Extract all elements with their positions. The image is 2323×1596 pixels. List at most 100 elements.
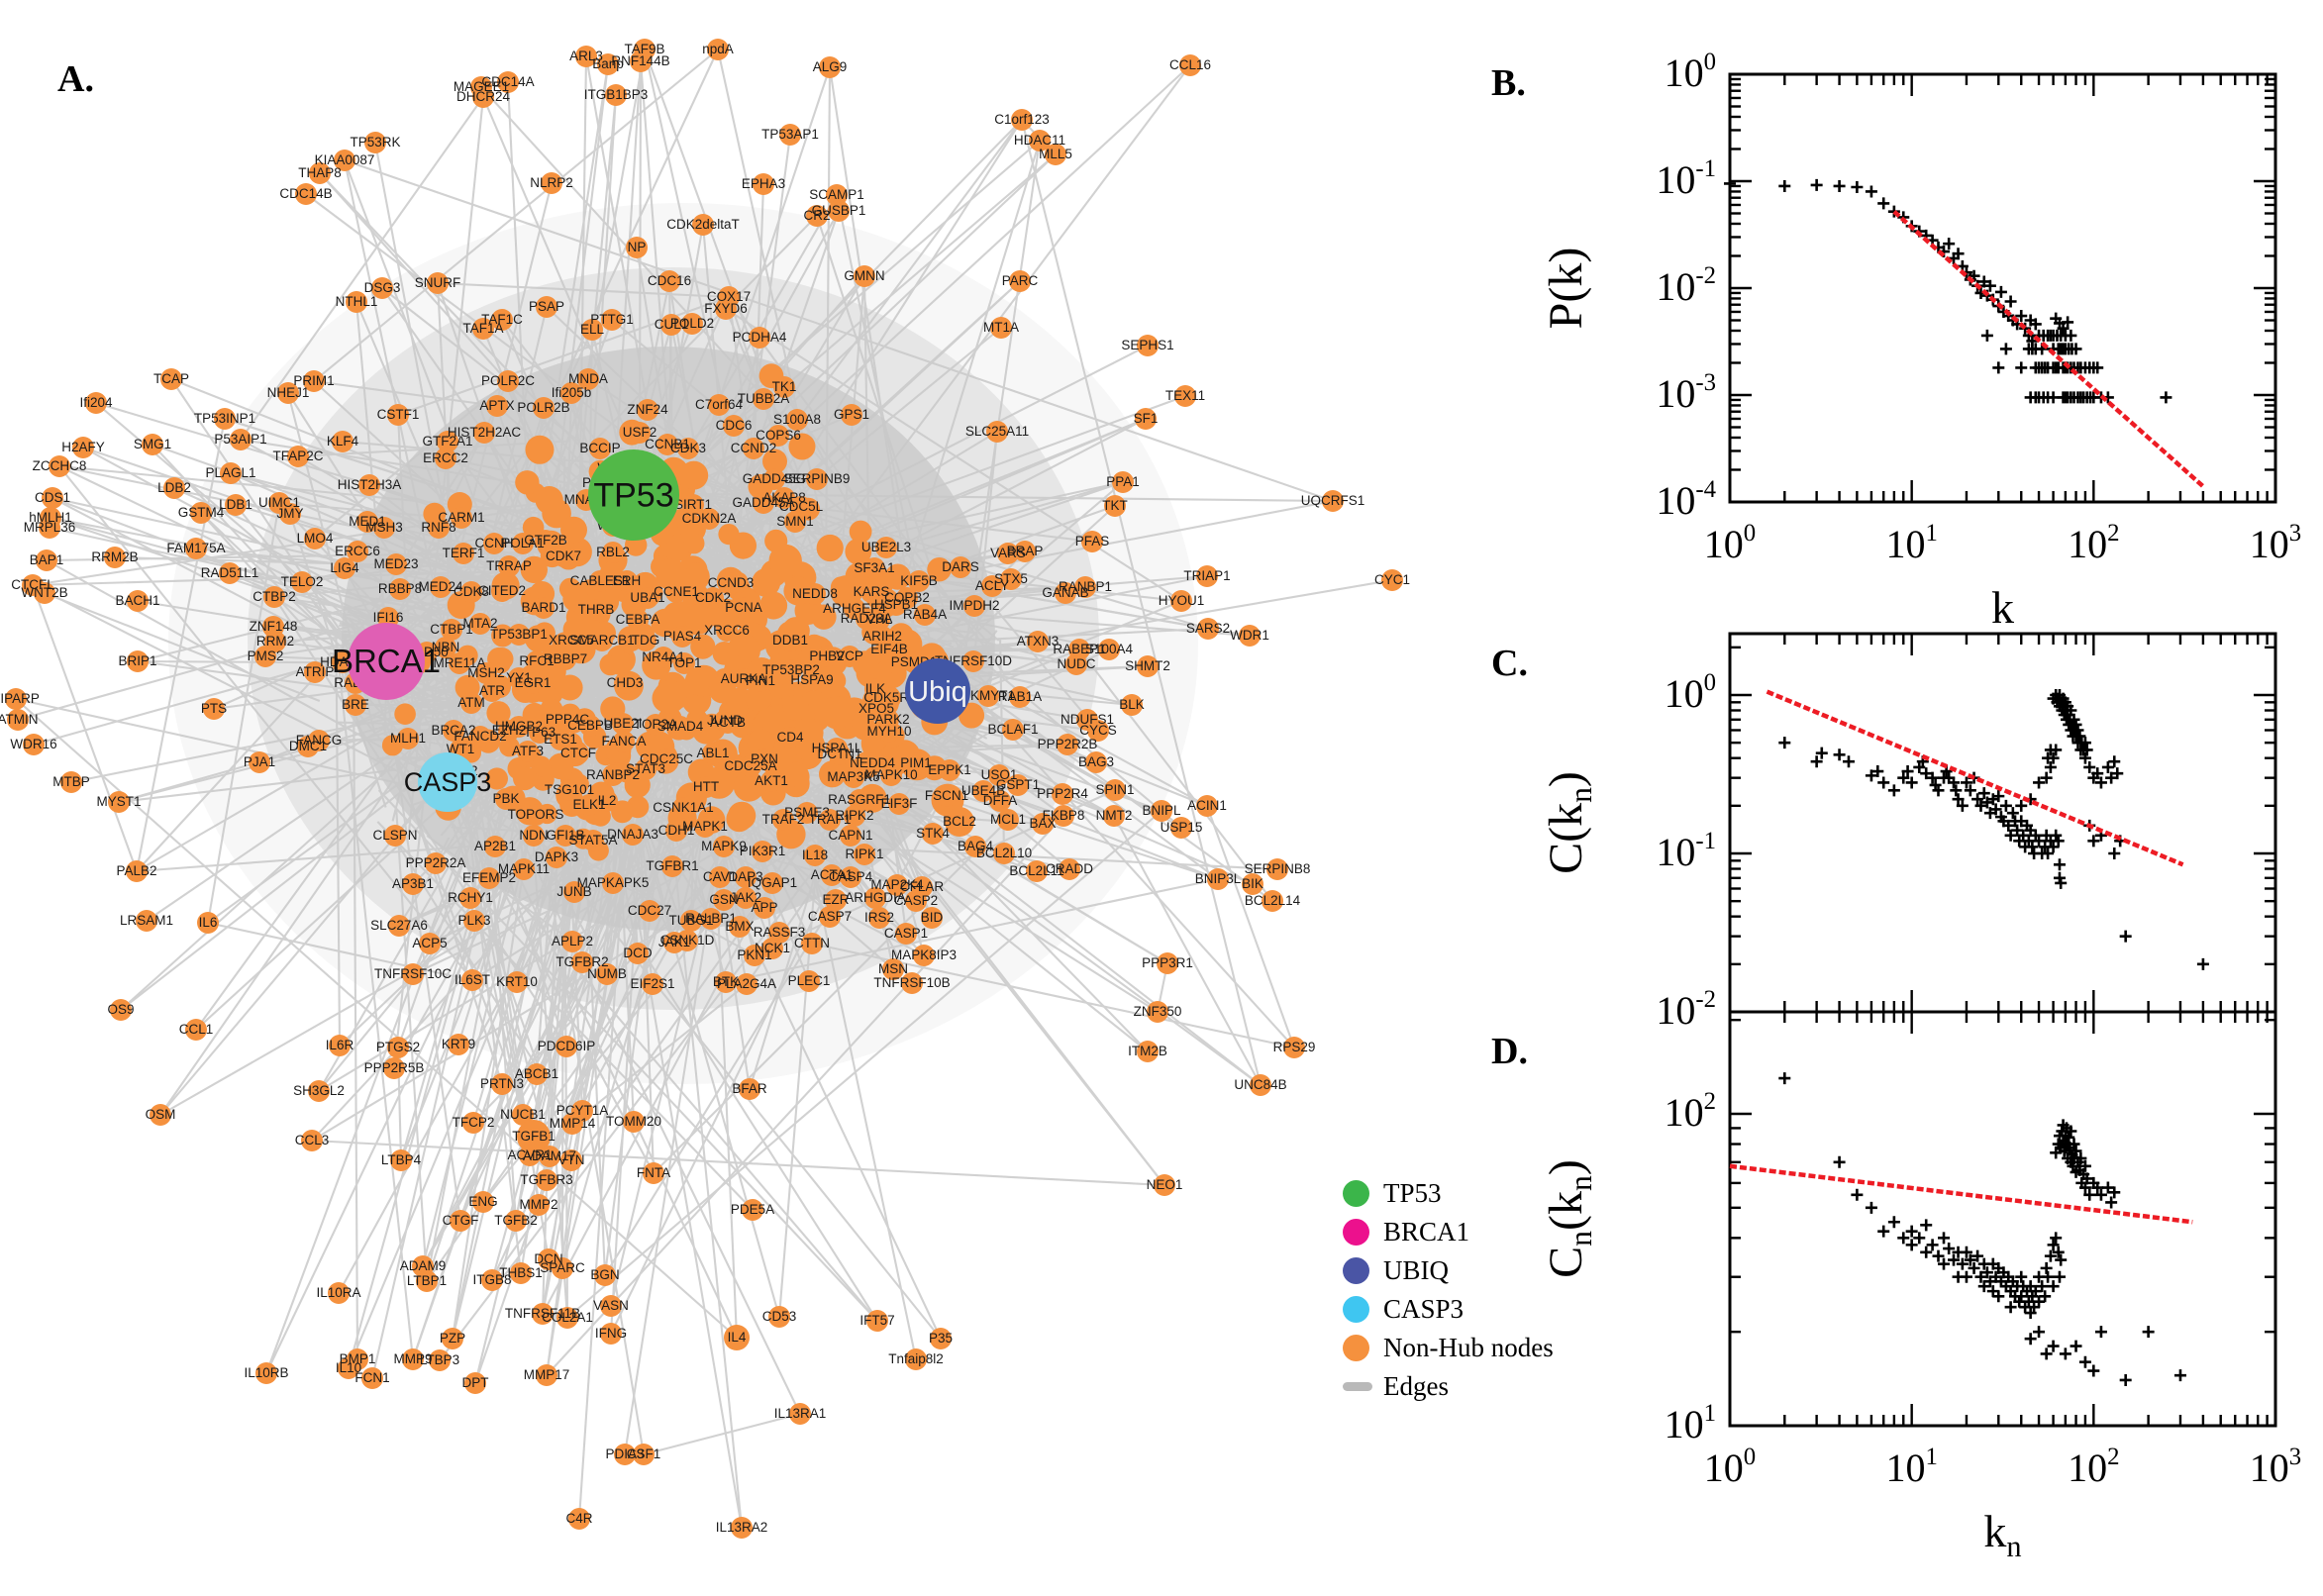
legend-label: UBIQ bbox=[1383, 1255, 1449, 1285]
edge bbox=[425, 750, 530, 1282]
edge bbox=[523, 63, 610, 608]
panel-b-label: B. bbox=[1491, 62, 1526, 104]
data-point-cross bbox=[1905, 1225, 1918, 1238]
gene-node bbox=[726, 806, 753, 833]
edge bbox=[311, 719, 1012, 1142]
data-point-cross bbox=[2042, 1270, 2055, 1283]
data-point-cross bbox=[1810, 178, 1823, 191]
data-point-cross bbox=[2059, 1347, 2071, 1360]
gene-node bbox=[679, 460, 709, 490]
gene-node bbox=[533, 622, 556, 645]
data-point-cross bbox=[2047, 1280, 2060, 1293]
data-point-cross bbox=[2024, 1333, 2037, 1346]
data-point-cross bbox=[1897, 1232, 1910, 1245]
data-point-cross bbox=[1724, 177, 1736, 190]
legend-label: CASP3 bbox=[1383, 1294, 1464, 1324]
data-point-cross bbox=[1980, 329, 1993, 342]
edge bbox=[1020, 119, 1262, 1086]
y-tick-label: 10-2 bbox=[1656, 986, 1716, 1033]
gene-node bbox=[525, 435, 555, 464]
x-tick-label: 100 bbox=[1704, 1444, 1756, 1490]
edge bbox=[609, 747, 648, 1335]
data-point-cross bbox=[2160, 391, 2172, 404]
edge bbox=[313, 379, 498, 408]
data-points bbox=[1724, 177, 2172, 404]
edge bbox=[531, 49, 647, 684]
y-axis-title: C(kn​) bbox=[1540, 771, 1598, 874]
data-point-cross bbox=[1938, 1232, 1951, 1245]
edge bbox=[725, 877, 1219, 984]
gene-node bbox=[556, 674, 583, 701]
data-point-cross bbox=[1950, 784, 1963, 797]
edge bbox=[643, 1412, 801, 1456]
gene-node bbox=[490, 648, 514, 671]
gene-node bbox=[788, 433, 816, 460]
plot-panel-C: 100 10-1 10-2 C(kn​) bbox=[1540, 632, 2277, 1033]
data-point-cross bbox=[1877, 776, 1890, 789]
edge bbox=[480, 86, 989, 645]
data-point-cross bbox=[1960, 1270, 1972, 1283]
data-point-cross bbox=[1905, 1239, 1918, 1251]
gene-node bbox=[662, 602, 690, 630]
data-point-cross bbox=[2040, 1347, 2053, 1360]
edge bbox=[428, 49, 719, 670]
edge bbox=[426, 835, 573, 943]
tp53-swatch-icon bbox=[1343, 1180, 1369, 1207]
gene-node bbox=[499, 736, 520, 757]
y-tick-label: 10-1 bbox=[1656, 828, 1716, 874]
gene-node bbox=[824, 696, 856, 728]
legend-label: Edges bbox=[1383, 1371, 1449, 1401]
data-point-cross bbox=[1926, 1239, 1939, 1251]
data-point-cross bbox=[2006, 807, 2019, 820]
data-point-cross bbox=[1887, 1216, 1900, 1229]
edge bbox=[454, 770, 552, 1157]
gene-node bbox=[733, 770, 764, 802]
edge bbox=[46, 559, 756, 956]
edge bbox=[456, 706, 801, 1415]
data-point-cross bbox=[1932, 1249, 1945, 1262]
data-points bbox=[1778, 1072, 2186, 1386]
edge bbox=[1206, 805, 1295, 1048]
data-point-cross bbox=[1920, 1219, 1933, 1232]
gene-node bbox=[680, 562, 710, 592]
gene-node bbox=[491, 624, 515, 648]
gene-node bbox=[707, 39, 729, 60]
legend-item-tp53: TP53 bbox=[1343, 1174, 1554, 1213]
x-tick-label: 102 bbox=[2068, 1444, 2119, 1490]
gene-node bbox=[849, 520, 872, 544]
edge bbox=[152, 444, 326, 630]
edge bbox=[342, 440, 614, 465]
edge-swatch-icon bbox=[1343, 1382, 1372, 1391]
data-point-cross bbox=[2087, 1364, 2100, 1377]
y-tick-label: 10-2 bbox=[1656, 262, 1716, 309]
edge bbox=[777, 275, 866, 1318]
data-point-cross bbox=[2078, 1355, 2091, 1368]
edge bbox=[482, 751, 518, 1222]
brca1-swatch-icon bbox=[1343, 1219, 1369, 1246]
edge bbox=[1078, 648, 1273, 902]
gene-node bbox=[608, 650, 633, 676]
data-point-cross bbox=[2053, 858, 2066, 871]
x-axis-title: kn​ bbox=[1983, 1506, 2021, 1563]
x-tick-label: 103 bbox=[2250, 520, 2301, 566]
data-point-cross bbox=[2065, 329, 2077, 342]
ubiq-swatch-icon bbox=[1343, 1257, 1369, 1284]
gene-node bbox=[683, 533, 705, 554]
edge bbox=[352, 662, 359, 1360]
edge bbox=[571, 983, 748, 1125]
gene-node bbox=[520, 555, 548, 584]
casp3-swatch-icon bbox=[1343, 1296, 1369, 1323]
gene-node bbox=[547, 752, 574, 780]
data-point-cross bbox=[1865, 185, 1877, 198]
gene-node bbox=[690, 634, 716, 659]
axis-ticks bbox=[1730, 1012, 2275, 1426]
gene-node bbox=[782, 694, 809, 721]
y-tick-label: 102 bbox=[1665, 1088, 1716, 1135]
edge bbox=[546, 815, 1064, 1376]
gene-node bbox=[562, 586, 589, 612]
gene-node bbox=[927, 557, 952, 582]
edge bbox=[395, 809, 429, 1282]
